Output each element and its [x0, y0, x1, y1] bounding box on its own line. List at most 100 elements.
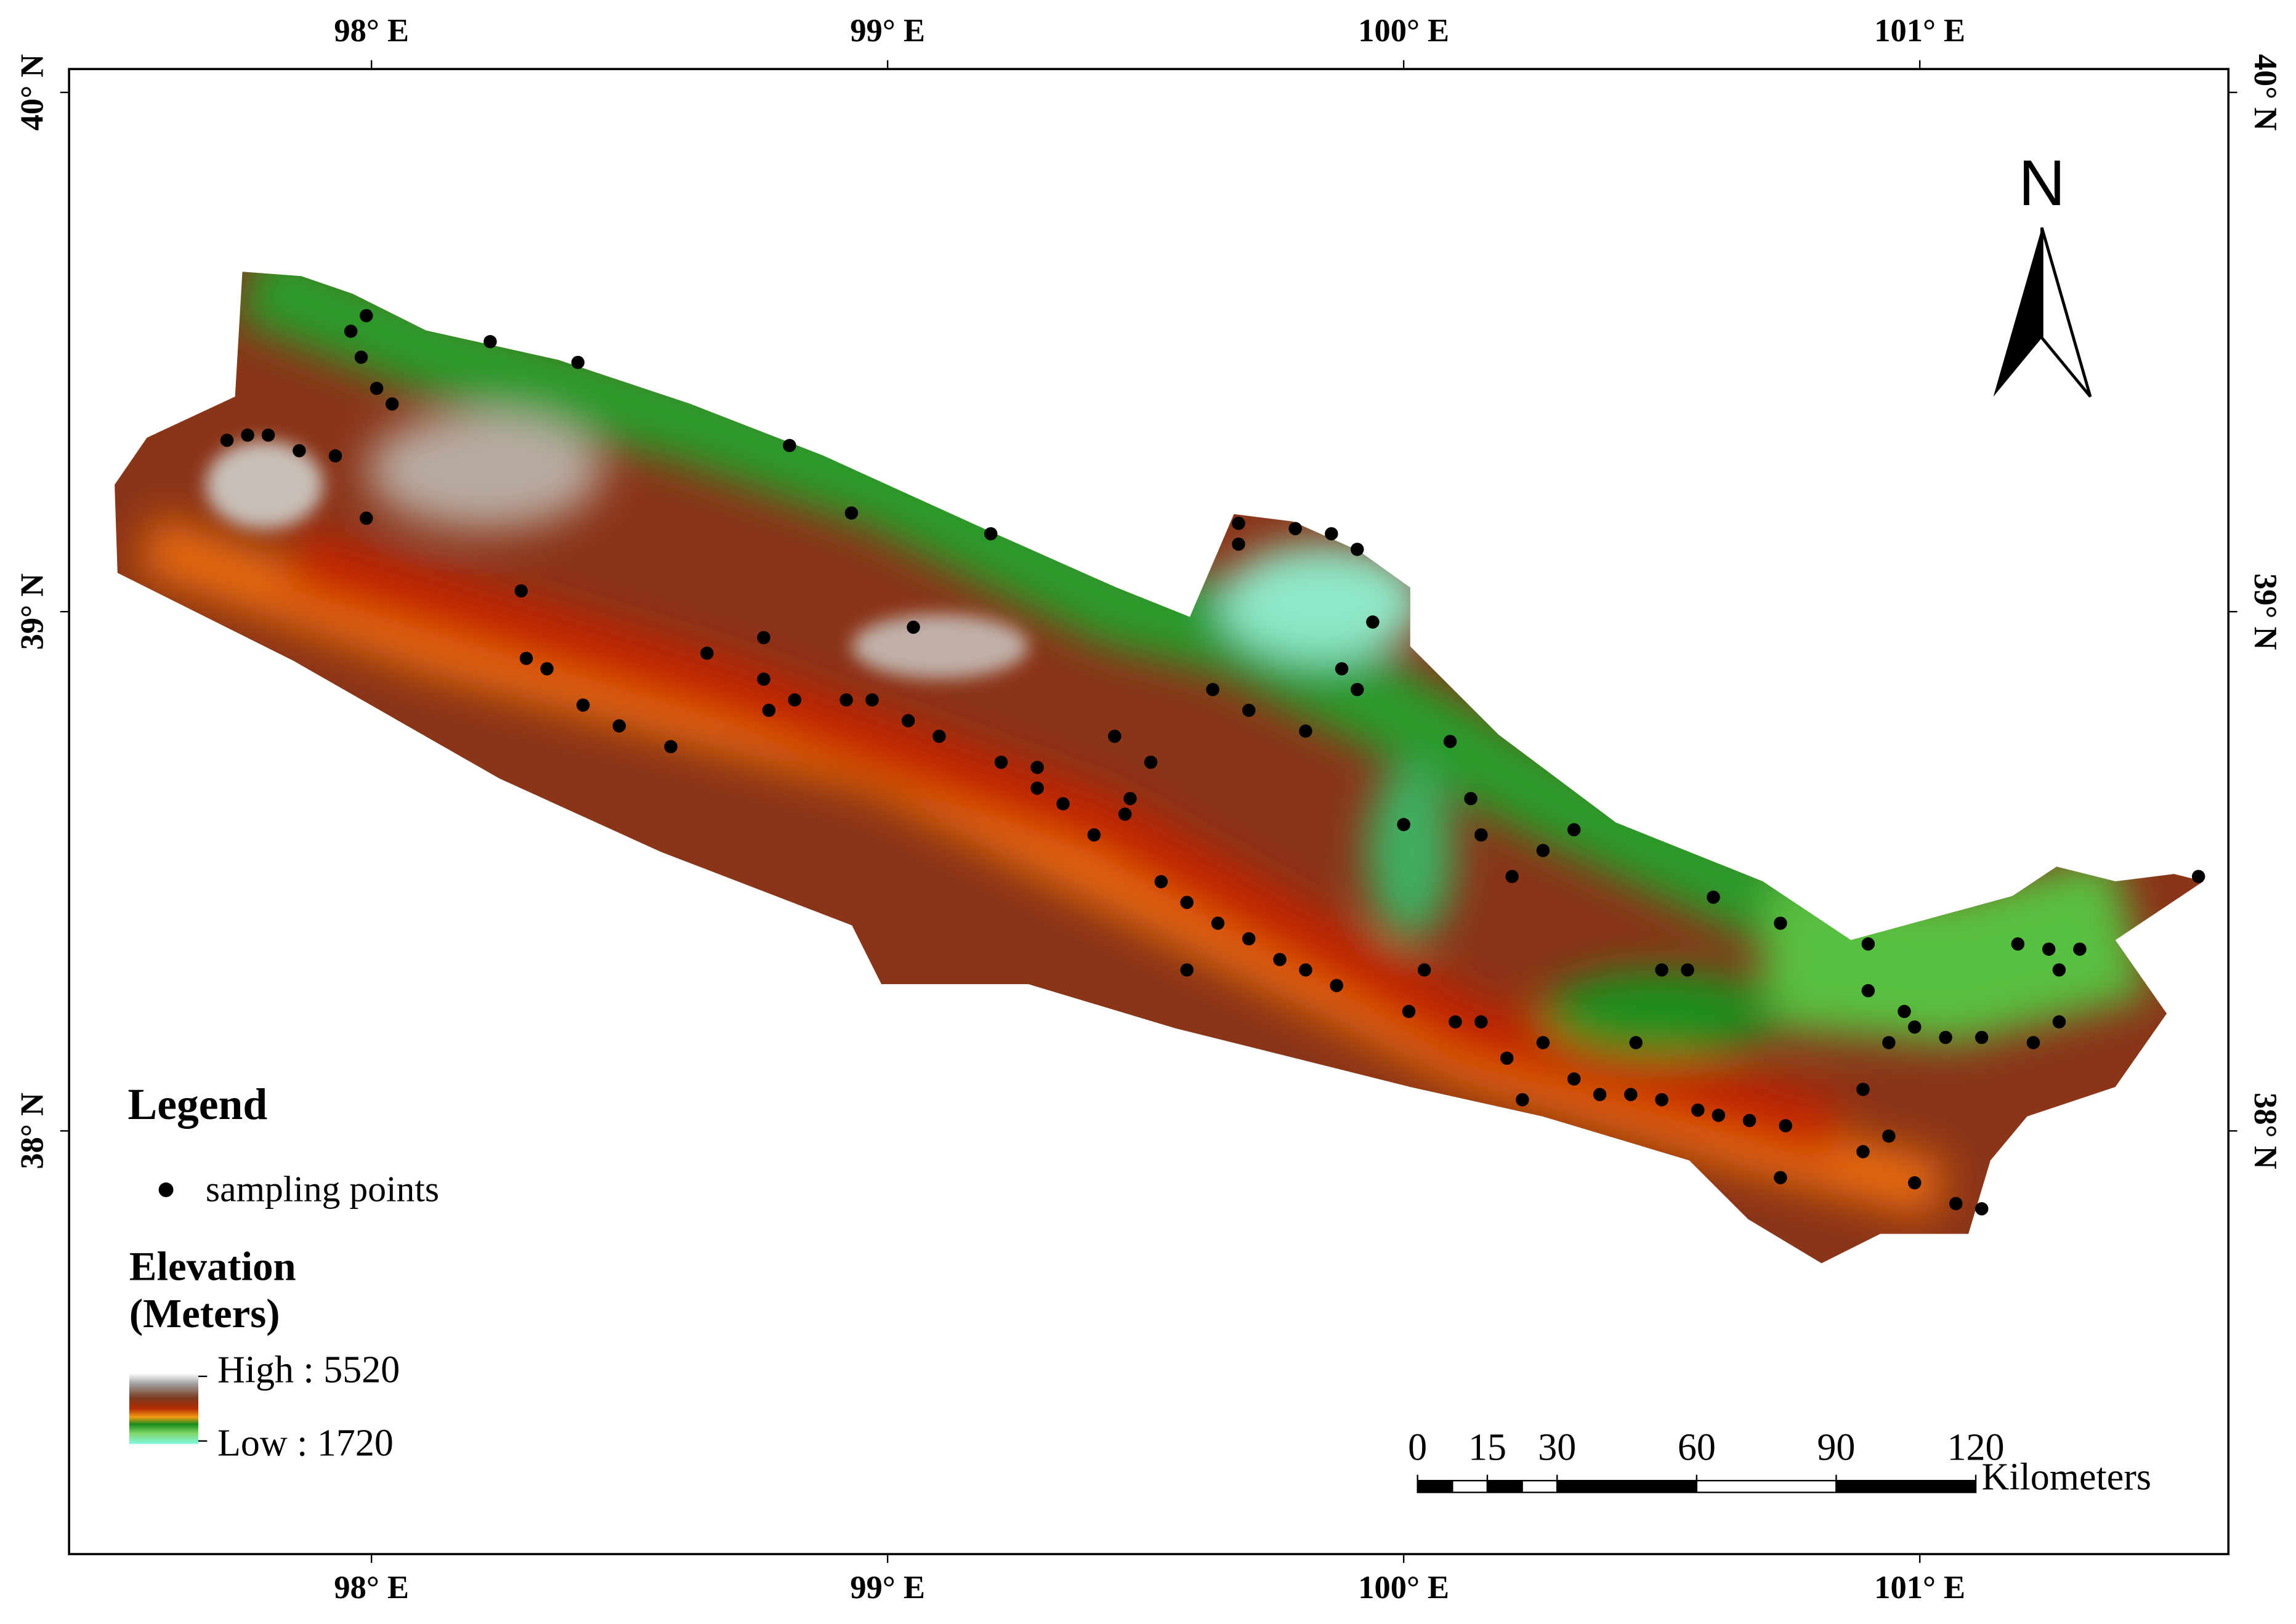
sampling-point [1882, 1036, 1896, 1049]
legend-point-symbol [158, 1182, 174, 1197]
sampling-point [907, 620, 920, 634]
sampling-point [519, 652, 533, 665]
sampling-point [1516, 1093, 1529, 1107]
sampling-point [1299, 963, 1312, 977]
sampling-point [984, 527, 998, 541]
sampling-point [576, 698, 590, 712]
elevation-colorbar [129, 1373, 199, 1444]
sampling-point [1536, 844, 1550, 857]
sampling-point [1449, 1015, 1462, 1028]
north-arrow: N [1993, 147, 2092, 398]
sampling-point [2191, 870, 2205, 883]
sampling-point [1908, 1176, 1922, 1190]
sampling-point [664, 740, 677, 754]
sampling-point [261, 428, 275, 442]
sampling-point [757, 631, 770, 645]
scale-bar-label: 0 [1408, 1427, 1427, 1469]
sampling-point [1712, 1109, 1726, 1122]
colorbar-label: Low : 1720 [217, 1423, 394, 1464]
sampling-point [1325, 527, 1338, 541]
sampling-point [1655, 1093, 1668, 1107]
sampling-point [344, 325, 358, 338]
sampling-point [1861, 937, 1875, 951]
sampling-point [1030, 782, 1044, 795]
sampling-point [1299, 724, 1312, 738]
sampling-point [1882, 1129, 1896, 1143]
sampling-point [783, 438, 796, 453]
sampling-point [1335, 662, 1349, 676]
sampling-point [757, 673, 770, 686]
sampling-point [1087, 828, 1101, 842]
sampling-point [328, 449, 342, 463]
sampling-point [788, 693, 802, 707]
sampling-point [2026, 1036, 2040, 1049]
sampling-point [1536, 1036, 1550, 1049]
x-tick-label: 101° E [1874, 13, 1965, 49]
sampling-point [1856, 1083, 1870, 1096]
scale-bar-segment [1696, 1480, 1837, 1493]
sampling-point [293, 444, 306, 458]
sampling-point [1567, 823, 1581, 837]
sampling-point [1655, 963, 1668, 977]
sampling-point [1206, 682, 1219, 697]
sampling-point [1030, 761, 1044, 774]
sampling-point [360, 511, 373, 525]
y-tick-label: 39° N [14, 573, 50, 650]
sampling-point [839, 693, 853, 707]
sampling-point [1681, 963, 1694, 977]
x-tick-label: 100° E [1358, 1570, 1449, 1606]
sampling-point [1232, 537, 1245, 551]
sampling-point [2052, 1015, 2066, 1028]
scale-bar-unit: Kilometers [1982, 1456, 2152, 1498]
sampling-point [1774, 916, 1787, 930]
sampling-point [1567, 1072, 1581, 1086]
sampling-point [1691, 1103, 1705, 1117]
sampling-point [1593, 1088, 1607, 1102]
sampling-point [1180, 963, 1194, 977]
sampling-point [1464, 791, 1477, 806]
scale-bar-segment [1486, 1480, 1523, 1493]
sampling-point [932, 729, 946, 743]
sampling-point [385, 397, 399, 411]
sampling-point [1939, 1030, 1952, 1044]
legend-points-label: sampling points [206, 1168, 439, 1209]
sampling-point [354, 350, 368, 364]
sampling-point [1443, 735, 1457, 748]
elevation-title: Elevation [129, 1243, 296, 1289]
y-tick-label: 40° N [14, 54, 50, 131]
sampling-point [1474, 828, 1488, 842]
scale-bar-segment [1452, 1480, 1489, 1493]
y-tick-label: 38° N [2247, 1093, 2283, 1170]
sampling-point [2073, 942, 2087, 956]
sampling-point [1180, 895, 1194, 910]
sampling-point [762, 703, 776, 717]
north-label: N [2018, 147, 2065, 219]
sampling-point [1056, 797, 1070, 810]
sampling-point [1908, 1020, 1922, 1034]
scale-bar-label: 30 [1538, 1427, 1576, 1469]
sampling-point [1975, 1030, 1989, 1044]
scale-bar-segment [1556, 1480, 1698, 1493]
sampling-point [1144, 755, 1158, 769]
sampling-point [1402, 1004, 1416, 1019]
y-tick-label: 38° N [14, 1093, 50, 1170]
sampling-point [1500, 1051, 1514, 1065]
sampling-point [1474, 1015, 1488, 1028]
scale-bar-label: 120 [1947, 1427, 2005, 1469]
x-tick-label: 98° E [334, 1570, 409, 1606]
sampling-point [1629, 1036, 1643, 1049]
sampling-point [1624, 1088, 1638, 1102]
sampling-point [1397, 818, 1410, 831]
sampling-point [844, 506, 859, 520]
elevation-title: (Meters) [129, 1291, 280, 1336]
sampling-point [865, 693, 879, 707]
sampling-point [1211, 916, 1225, 930]
sampling-point [571, 355, 585, 370]
scale-bar-segment [1417, 1480, 1453, 1493]
scale-bar-label: 15 [1468, 1427, 1506, 1469]
sampling-point [1707, 891, 1720, 904]
sampling-point [2042, 942, 2056, 956]
x-tick-label: 100° E [1358, 13, 1449, 49]
